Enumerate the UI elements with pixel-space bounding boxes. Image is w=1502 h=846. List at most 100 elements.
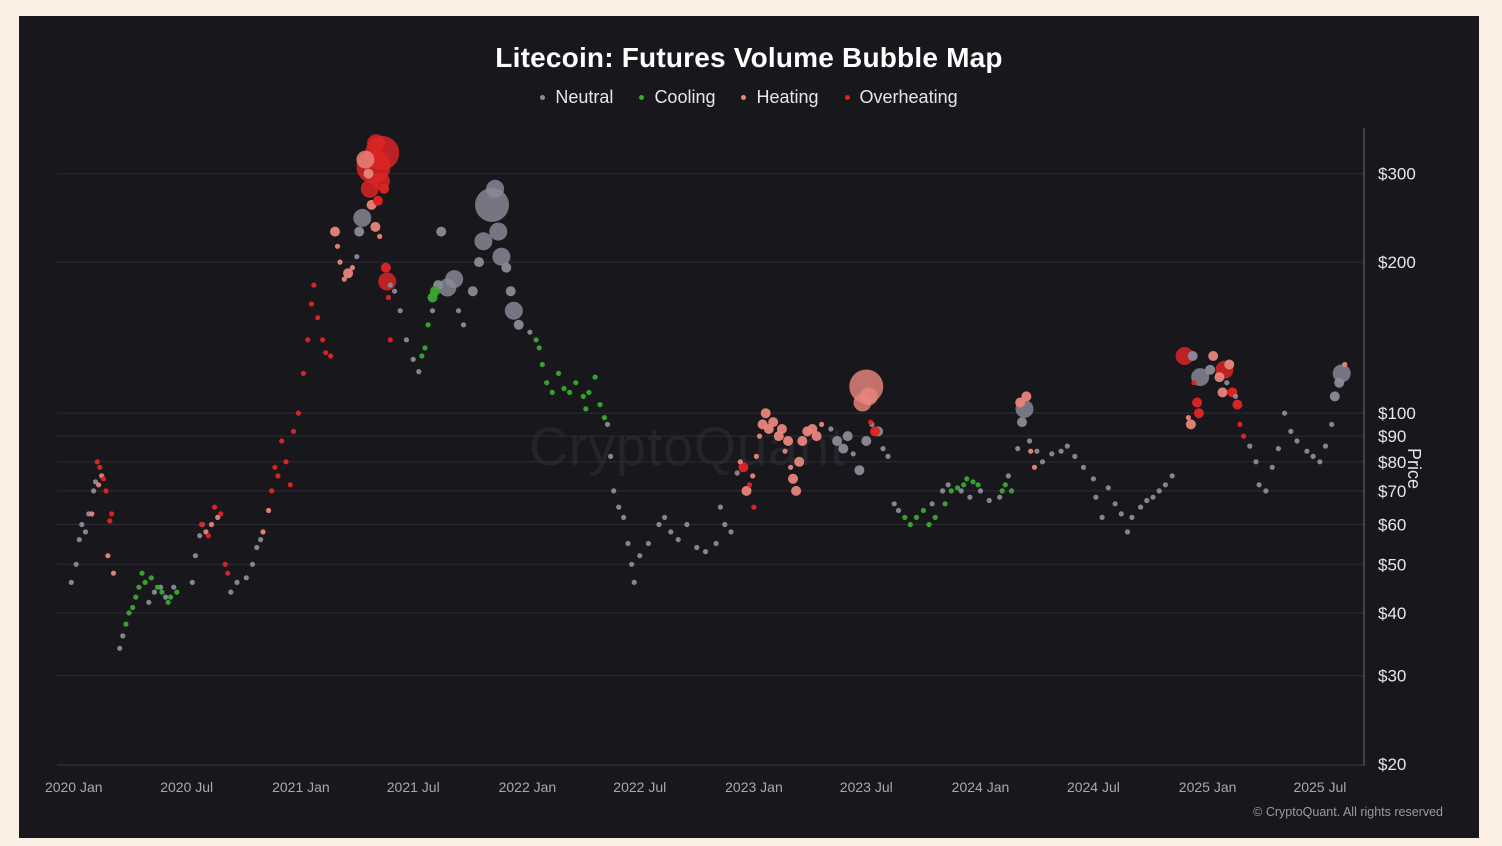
legend-marker-overheating (844, 95, 850, 100)
bubble-neutral (1294, 438, 1300, 444)
legend-marker-neutral (540, 95, 546, 100)
bubble-cooling (159, 589, 165, 595)
y-tick-label: $100 (1378, 404, 1416, 423)
bubble-heating (341, 276, 347, 282)
bubble-neutral (1124, 529, 1131, 535)
bubble-heating (788, 473, 798, 484)
bubble-neutral (832, 436, 843, 446)
bubble-neutral (492, 247, 511, 266)
bubble-neutral (604, 421, 611, 427)
x-tick-label: 2024 Jul (1067, 779, 1120, 795)
bubble-neutral (880, 446, 886, 452)
bubble-neutral (387, 282, 393, 288)
bubble-overheating (272, 464, 278, 470)
bubble-neutral (1332, 364, 1351, 383)
bubble-cooling (592, 374, 598, 380)
bubble-cooling (975, 482, 981, 488)
bubble-cooling (165, 599, 171, 605)
bubble-neutral (1205, 364, 1216, 375)
bubble-cooling (126, 610, 132, 616)
bubble-cooling (964, 476, 970, 482)
y-tick-label: $80 (1378, 453, 1406, 472)
x-tick-label: 2022 Jan (499, 779, 557, 795)
y-tick-label: $50 (1378, 555, 1406, 574)
bubble-heating (343, 268, 354, 279)
x-tick-label: 2021 Jan (272, 779, 330, 795)
bubble-neutral (1282, 410, 1288, 416)
bubble-overheating (205, 533, 211, 539)
bubble-neutral (656, 521, 662, 528)
bubble-cooling (533, 337, 539, 343)
bubble-neutral (68, 579, 74, 586)
bubble-overheating (1237, 421, 1243, 427)
chart-legend: Neutral Cooling Heating Overheating (19, 87, 1479, 108)
bubble-cooling (544, 380, 550, 386)
bubble-neutral (929, 501, 935, 507)
legend-label-cooling: Cooling (654, 87, 716, 107)
bubble-cooling (970, 479, 976, 485)
bubble-neutral (1187, 351, 1198, 361)
bubble-neutral (474, 232, 493, 251)
bubble-cooling (555, 370, 562, 376)
copyright-notice: © CryptoQuant. All rights reserved (1253, 805, 1443, 819)
bubble-neutral (608, 453, 614, 459)
bubble-cooling (902, 514, 908, 520)
x-tick-label: 2021 Jul (387, 779, 440, 795)
bubble-heating (1031, 464, 1038, 470)
bubble-overheating (380, 262, 391, 273)
bubble-heating (1208, 351, 1219, 361)
bubble-overheating (109, 511, 115, 517)
bubble-cooling (907, 521, 913, 528)
bubble-neutral (254, 544, 260, 551)
bubble-cooling (123, 621, 129, 627)
bubble-heating (791, 485, 802, 496)
bubble-neutral (1017, 417, 1027, 428)
bubble-neutral (728, 529, 734, 535)
bubble-heating (737, 459, 743, 465)
bubble-neutral (392, 288, 398, 294)
bubble-neutral (1269, 464, 1275, 470)
legend-item-heating[interactable]: Heating (741, 87, 819, 108)
bubble-neutral (1129, 514, 1135, 520)
bubble-neutral (429, 308, 436, 314)
bubble-neutral (91, 488, 97, 494)
bubble-heating (819, 421, 825, 427)
bubble-neutral (1162, 482, 1168, 488)
bubble-neutral (895, 507, 902, 514)
bubble-cooling (583, 406, 589, 412)
bubble-cooling (1008, 488, 1015, 494)
bubble-heating (1342, 361, 1348, 368)
bubble-cooling (539, 361, 545, 368)
bubble-neutral (945, 482, 951, 488)
legend-item-neutral[interactable]: Neutral (540, 87, 613, 108)
bubble-overheating (218, 511, 224, 517)
legend-marker-heating (741, 95, 747, 100)
legend-item-overheating[interactable]: Overheating (844, 87, 958, 108)
bubble-heating (105, 553, 111, 559)
bubble-neutral (197, 533, 203, 539)
bubble-cooling (913, 514, 920, 520)
bubble-heating (811, 431, 822, 442)
bubble-overheating (747, 482, 753, 488)
bubble-neutral (1105, 485, 1111, 491)
legend-item-cooling[interactable]: Cooling (639, 87, 715, 108)
bubble-neutral (1334, 377, 1345, 388)
y-tick-label: $70 (1378, 482, 1406, 501)
x-tick-label: 2023 Jul (840, 779, 893, 795)
bubble-overheating (199, 521, 205, 528)
bubble-neutral (1099, 514, 1105, 520)
bubble-cooling (580, 393, 586, 399)
bubble-cooling (948, 488, 954, 494)
bubble-overheating (751, 504, 757, 510)
bubble-neutral (713, 540, 719, 547)
bubble-cooling (999, 488, 1005, 494)
bubble-overheating (94, 459, 100, 465)
bubble-heating (783, 436, 794, 446)
bubble-neutral (986, 497, 992, 504)
bubble-cooling (932, 514, 938, 520)
bubble-neutral (1329, 421, 1335, 427)
bubble-neutral (637, 553, 643, 559)
bubble-heating (794, 456, 805, 467)
legend-marker-cooling (639, 95, 645, 100)
bubble-neutral (1156, 488, 1162, 494)
